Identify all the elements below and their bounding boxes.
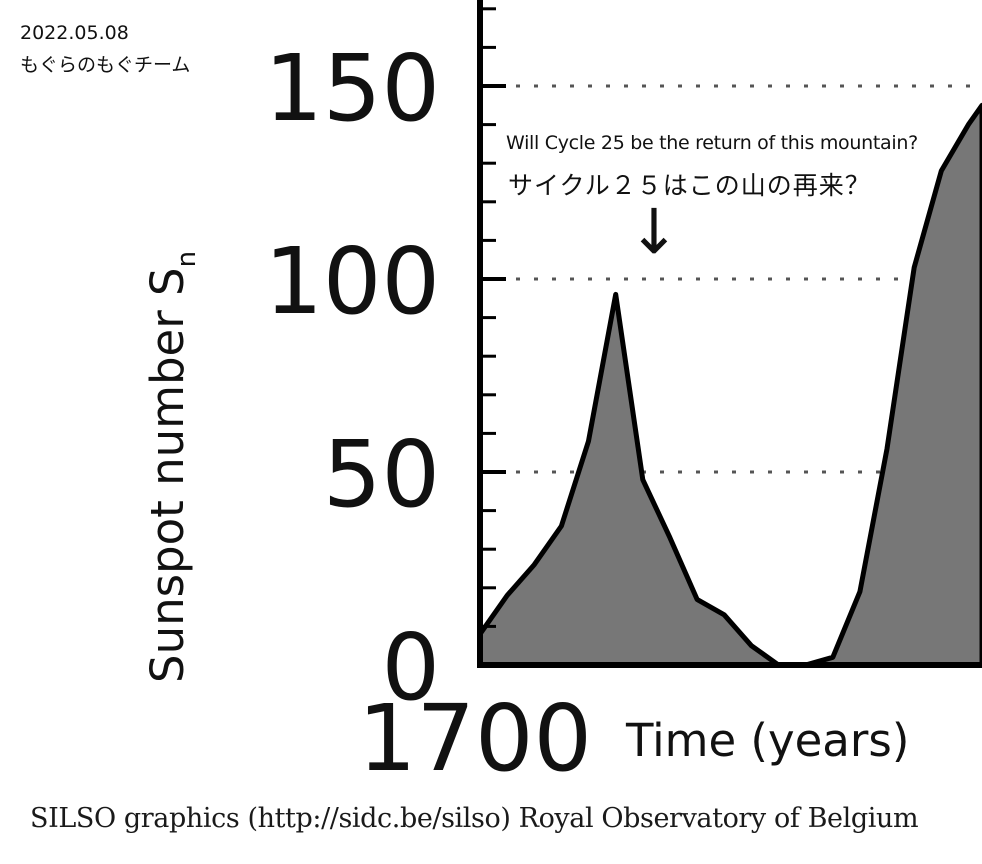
stamp-team: もぐらのもぐチーム [20,54,191,76]
y-tick-label-100: 100 [264,228,440,335]
y-axis-label-subscript: n [172,251,202,267]
x-tick-label-1700: 1700 [358,685,592,792]
y-tick-label-150: 150 [264,35,440,142]
silso-credit: SILSO graphics (http://sidc.be/silso) Ro… [30,803,919,834]
annotation-english: Will Cycle 25 be the return of this moun… [506,132,918,154]
y-tick-label-50: 50 [323,421,440,528]
annotation-japanese: サイクル２５はこの山の再来？ [508,171,871,200]
y-tick-label-0: 0 [381,614,440,721]
x-axis-label: Time (years) [625,714,909,767]
y-axis-label: Sunspot number Sn [141,251,202,683]
y-axis-label-main: Sunspot number S [141,267,194,683]
y-axis-ticks [478,7,506,667]
sunspot-area [477,102,982,668]
annotation-arrow-icon: ↓ [628,195,680,268]
stamp-date: 2022.05.08 [20,22,129,44]
y-tick-labels: 0 50 100 150 [264,35,440,721]
